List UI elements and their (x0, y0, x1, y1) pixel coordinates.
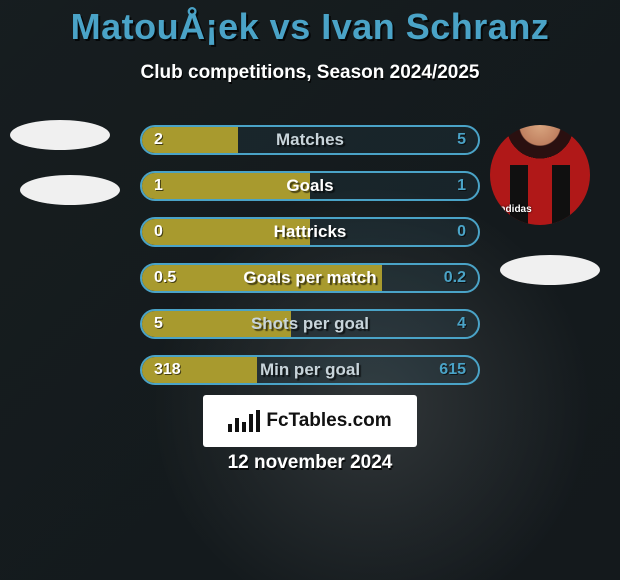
stat-row: 00Hattricks (140, 217, 480, 247)
avatar-left-placeholder-1 (10, 120, 110, 150)
stat-row: 25Matches (140, 125, 480, 155)
stat-label: Goals (142, 173, 478, 199)
kit-brand-label: adidas (500, 204, 532, 215)
branding-badge: FcTables.com (203, 395, 417, 447)
avatar-left-placeholder-2 (20, 175, 120, 205)
stat-label: Hattricks (142, 219, 478, 245)
stat-row: 54Shots per goal (140, 309, 480, 339)
stat-label: Shots per goal (142, 311, 478, 337)
subtitle: Club competitions, Season 2024/2025 (0, 62, 620, 84)
date-label: 12 november 2024 (0, 452, 620, 474)
page-title: MatouÅ¡ek vs Ivan Schranz (0, 0, 620, 48)
branding-bars-icon (228, 410, 260, 432)
stat-label: Min per goal (142, 357, 478, 383)
avatar-right-placeholder-2 (500, 255, 600, 285)
stat-label: Matches (142, 127, 478, 153)
stats-chart: 25Matches 11Goals 00Hattricks 0.50.2Goals p… (140, 125, 480, 401)
stat-label: Goals per match (142, 265, 478, 291)
stat-row: 318615Min per goal (140, 355, 480, 385)
branding-text: FcTables.com (266, 410, 391, 432)
stat-row: 0.50.2Goals per match (140, 263, 480, 293)
stat-row: 11Goals (140, 171, 480, 201)
avatar-right: adidas (490, 125, 590, 225)
